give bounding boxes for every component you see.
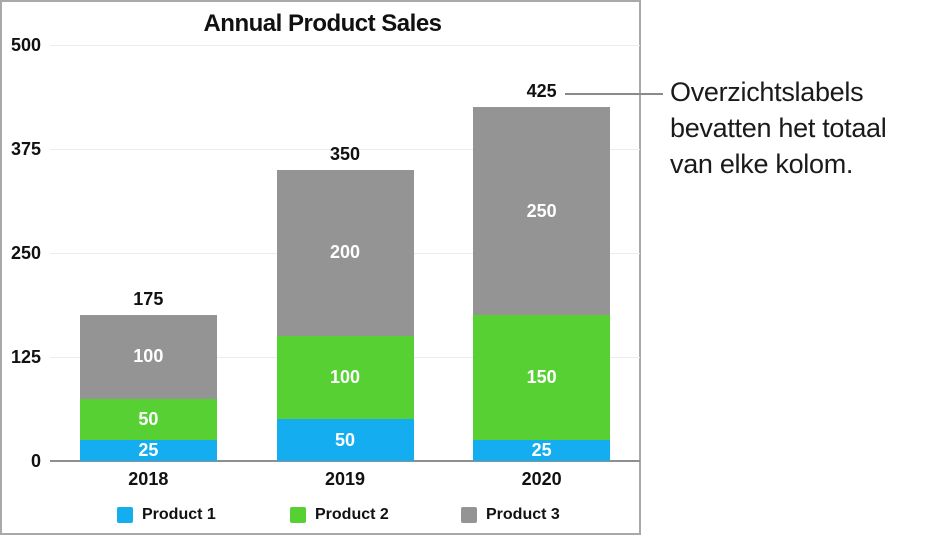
- chart-title: Annual Product Sales: [203, 10, 442, 37]
- callout-text-line: bevatten het totaal: [670, 113, 887, 143]
- chart-panel: Annual Product Sales: [0, 0, 641, 535]
- callout-text-line: Overzichtslabels: [670, 77, 864, 107]
- callout-text-line: van elke kolom.: [670, 149, 854, 179]
- callout-text: Overzichtslabels bevatten het totaal van…: [670, 74, 887, 182]
